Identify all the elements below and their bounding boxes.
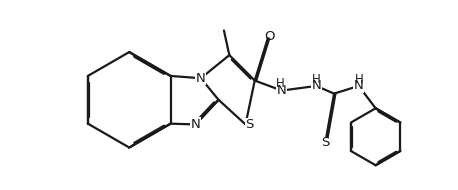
Text: S: S	[245, 118, 254, 131]
Text: H: H	[355, 73, 364, 86]
Text: H: H	[276, 77, 284, 90]
Text: O: O	[264, 30, 275, 43]
Text: S: S	[321, 136, 329, 149]
Text: N: N	[277, 84, 287, 97]
Text: H: H	[312, 73, 321, 86]
Text: N: N	[196, 72, 206, 85]
Text: N: N	[354, 79, 364, 93]
Text: N: N	[311, 79, 321, 93]
Text: N: N	[191, 118, 200, 131]
